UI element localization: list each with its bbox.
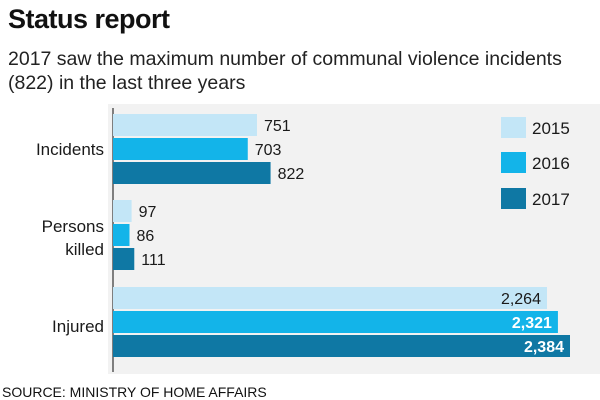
bar-value-label: 2,321 — [512, 315, 552, 332]
bar — [113, 114, 257, 136]
bar-value-label: 703 — [255, 142, 282, 159]
category-label: Incidents — [36, 140, 104, 159]
bar — [113, 200, 132, 222]
bar-value-label: 111 — [141, 252, 165, 269]
legend-label: 2017 — [532, 190, 570, 209]
legend-label: 2016 — [532, 154, 570, 173]
bar — [113, 138, 248, 160]
bar-value-label: 751 — [264, 118, 291, 135]
legend-label: 2015 — [532, 119, 570, 138]
category-label: killed — [65, 240, 104, 259]
bar-value-label: 2,264 — [501, 291, 541, 308]
source-note: SOURCE: MINISTRY OF HOME AFFAIRS — [2, 384, 267, 400]
bar-value-label: 86 — [136, 228, 154, 245]
chart-title: Status report — [8, 4, 170, 34]
bar-value-label: 2,384 — [524, 339, 564, 356]
bar-value-label: 822 — [278, 166, 305, 183]
category-label: Injured — [52, 317, 104, 336]
bar — [113, 287, 547, 309]
bar — [113, 335, 570, 357]
legend-swatch — [501, 152, 526, 173]
category-label: Persons — [42, 217, 104, 236]
bar-value-label: 97 — [139, 204, 157, 221]
chart-subtitle: 2017 saw the maximum number of communal … — [8, 48, 562, 94]
bar — [113, 248, 135, 270]
legend-swatch — [501, 188, 526, 209]
bar — [113, 162, 271, 184]
bar — [113, 311, 558, 333]
bar — [113, 224, 130, 246]
legend-swatch — [501, 117, 526, 138]
